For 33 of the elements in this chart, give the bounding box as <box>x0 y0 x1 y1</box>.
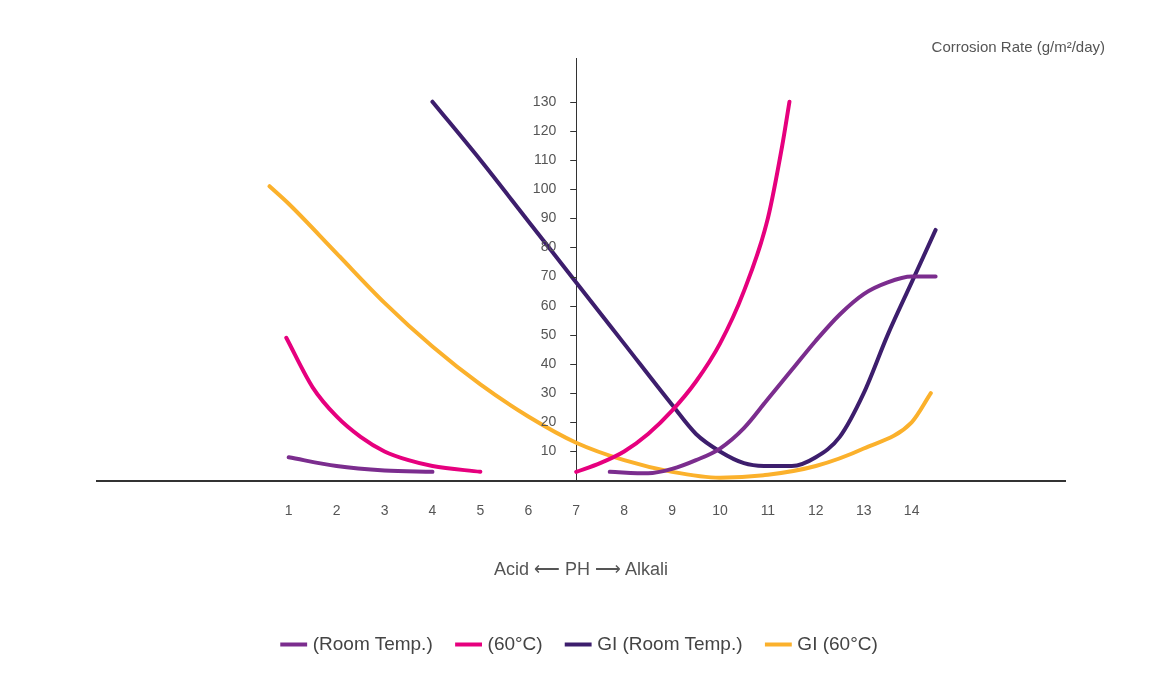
legend-label: GI (Room Temp.) <box>597 632 743 654</box>
x-tick-label: 8 <box>620 501 629 518</box>
x-tick-label: 9 <box>668 501 677 518</box>
x-axis-title: Acid ⟵ PH ⟶ Alkali <box>493 559 669 580</box>
x-tick-label: 10 <box>712 501 728 518</box>
legend-label: GI (60°C) <box>797 632 878 654</box>
y-tick-label: 50 <box>540 325 557 342</box>
x-tick-label: 12 <box>808 501 824 518</box>
y-tick-label: 30 <box>540 384 557 401</box>
y-tick-label: 10 <box>540 442 557 459</box>
x-tick-label: 11 <box>760 501 776 518</box>
x-tick-label: 6 <box>524 501 533 518</box>
x-tick-label: 4 <box>428 501 437 518</box>
y-axis-title: Corrosion Rate (g/m²/day) <box>931 38 1105 56</box>
legend-label: (Room Temp.) <box>312 632 433 654</box>
x-tick-label: 3 <box>380 501 389 518</box>
line-series <box>267 184 933 480</box>
y-tick-label: 130 <box>532 92 557 109</box>
y-tick-label: 60 <box>540 296 557 313</box>
x-tick-label: 7 <box>572 501 581 518</box>
x-tick-label: 14 <box>903 501 920 518</box>
y-tick-label: 120 <box>532 121 557 138</box>
x-tick-label: 1 <box>284 501 293 518</box>
y-tick-label: 70 <box>540 267 557 284</box>
x-tick-label: 13 <box>855 501 872 518</box>
y-tick-label: 90 <box>540 209 557 226</box>
y-tick-label: 40 <box>540 354 557 371</box>
x-tick-label: 5 <box>476 501 485 518</box>
y-tick-label: 100 <box>532 180 557 197</box>
x-tick-label: 2 <box>332 501 341 518</box>
y-tick-label: 20 <box>540 413 557 430</box>
legend-label: (60°C) <box>487 632 543 654</box>
y-tick-label: 110 <box>533 150 557 167</box>
